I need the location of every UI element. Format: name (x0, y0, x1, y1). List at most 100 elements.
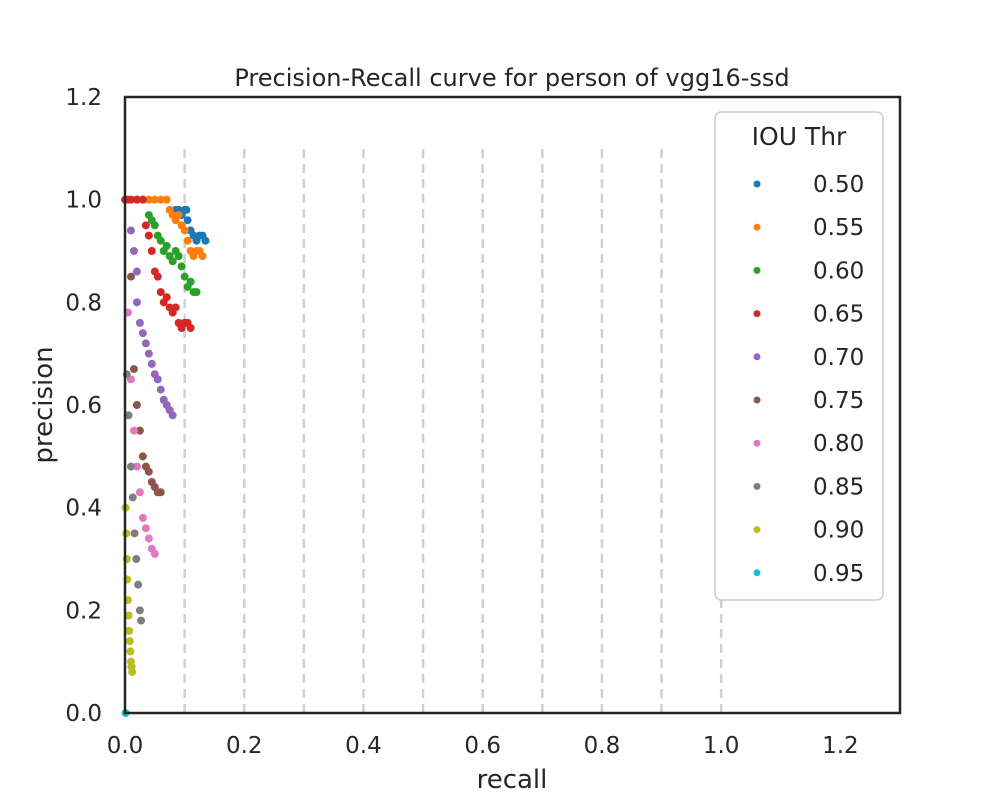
data-point (126, 195, 135, 204)
data-point (180, 272, 189, 281)
legend-label: 0.95 (813, 561, 864, 587)
data-point (162, 293, 171, 302)
scatter-points (121, 195, 210, 717)
data-point (138, 195, 147, 204)
data-point (126, 226, 135, 235)
legend-marker (753, 353, 761, 361)
legend-label: 0.50 (813, 172, 864, 198)
data-point (156, 385, 165, 394)
y-tick-label: 0.4 (65, 496, 102, 522)
data-point (162, 241, 171, 250)
data-point (135, 488, 144, 497)
y-axis-title: precision (29, 346, 59, 463)
y-tick-label: 0.0 (65, 701, 102, 727)
data-point (132, 267, 141, 276)
data-point (141, 221, 150, 230)
legend-marker (753, 310, 761, 318)
x-tick-label: 0.6 (464, 733, 501, 759)
data-point (150, 195, 159, 204)
data-point (198, 252, 207, 261)
data-point (144, 467, 153, 476)
data-point (156, 488, 165, 497)
x-tick-label: 0.4 (345, 733, 382, 759)
data-point (134, 580, 143, 589)
data-point (168, 411, 177, 420)
x-axis-ticks: 0.0 0.2 0.4 0.6 0.8 1.0 1.2 (107, 733, 859, 759)
data-point (129, 247, 138, 255)
series-0.65 (121, 195, 195, 332)
x-tick-label: 1.2 (822, 733, 859, 759)
legend-label: 0.60 (813, 258, 864, 284)
data-point (126, 462, 135, 471)
legend-marker (753, 396, 761, 404)
data-point (180, 226, 189, 235)
data-point (141, 339, 150, 348)
data-point (138, 329, 147, 338)
data-point (132, 195, 141, 204)
x-tick-label: 0.2 (226, 733, 263, 759)
data-point (156, 195, 165, 204)
data-point (144, 534, 153, 543)
data-point (162, 195, 171, 204)
legend: IOU Thr 0.50 0.55 0.60 0.65 0.70 0.75 0.80 0.85… (714, 111, 884, 601)
y-tick-label: 0.6 (65, 393, 102, 419)
legend-title: IOU Thr (752, 122, 847, 151)
data-point (125, 637, 134, 646)
chart-title: Precision-Recall curve for person of vgg… (234, 64, 789, 92)
data-point (138, 513, 147, 522)
data-point (132, 462, 141, 471)
data-point (174, 252, 183, 261)
data-point (168, 257, 177, 266)
legend-label: 0.85 (813, 474, 864, 500)
data-point (132, 555, 141, 563)
data-point (138, 452, 147, 461)
data-point (147, 247, 156, 255)
data-point (132, 401, 141, 409)
data-point (141, 524, 150, 533)
data-point (124, 611, 133, 620)
data-point (183, 236, 192, 245)
data-point (186, 324, 195, 332)
data-point (192, 288, 201, 297)
data-point (124, 411, 133, 420)
x-tick-label: 1.0 (703, 733, 740, 759)
data-point (128, 493, 137, 502)
data-point (156, 288, 165, 297)
data-point (128, 667, 137, 676)
legend-label: 0.65 (813, 302, 864, 328)
data-point (174, 211, 183, 220)
data-point (135, 606, 144, 615)
data-point (125, 626, 134, 635)
legend-marker (753, 482, 761, 490)
data-point (182, 205, 191, 214)
data-point (132, 298, 141, 307)
data-point (129, 365, 138, 374)
data-point (153, 375, 162, 384)
data-point (144, 349, 153, 358)
legend-items: 0.50 0.55 0.60 0.65 0.70 0.75 0.80 0.85 0.90 0.95 (753, 172, 864, 587)
legend-marker (753, 266, 761, 274)
data-point (171, 303, 180, 312)
data-point (135, 426, 144, 435)
y-tick-label: 1.2 (65, 85, 102, 111)
data-point (186, 277, 195, 286)
legend-marker (753, 223, 761, 231)
data-point (156, 236, 165, 245)
legend-label: 0.90 (813, 518, 864, 544)
legend-marker (753, 526, 761, 534)
legend-label: 0.80 (813, 431, 864, 457)
data-point (201, 236, 210, 245)
y-tick-label: 0.2 (65, 598, 102, 624)
data-point (183, 216, 192, 225)
legend-label: 0.75 (813, 388, 864, 414)
x-tick-label: 0.0 (107, 733, 144, 759)
legend-box (714, 111, 884, 601)
legend-label: 0.70 (813, 345, 864, 371)
series-0.75 (126, 272, 165, 497)
series-0.60 (144, 211, 201, 297)
legend-marker (753, 569, 761, 577)
legend-marker (753, 180, 761, 188)
data-point (130, 529, 139, 538)
plot-frame (123, 95, 902, 715)
